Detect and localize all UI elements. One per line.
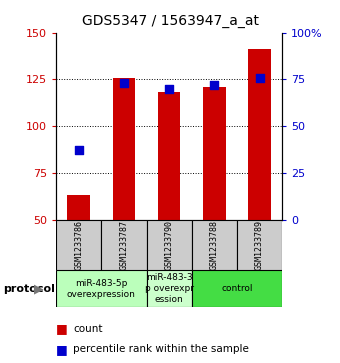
Text: GSM1233789: GSM1233789	[255, 220, 264, 270]
Bar	[237, 220, 282, 270]
Bar	[56, 220, 101, 270]
Text: ■: ■	[56, 322, 68, 335]
Point	[121, 80, 127, 86]
Text: miR-483-3
p overexpr
ession: miR-483-3 p overexpr ession	[144, 273, 194, 304]
Text: count: count	[73, 323, 103, 334]
Point	[257, 75, 262, 81]
Bar	[147, 220, 192, 270]
Text: ■: ■	[56, 343, 68, 356]
Text: miR-483-5p
overexpression: miR-483-5p overexpression	[67, 278, 136, 299]
Point	[211, 82, 217, 88]
Text: GDS5347 / 1563947_a_at: GDS5347 / 1563947_a_at	[82, 14, 258, 28]
Text: ▶: ▶	[34, 282, 44, 295]
Text: GSM1233788: GSM1233788	[210, 220, 219, 270]
Bar	[192, 270, 282, 307]
Bar	[56, 270, 147, 307]
Bar	[67, 195, 90, 220]
Bar	[101, 220, 147, 270]
Text: GSM1233787: GSM1233787	[119, 220, 129, 270]
Text: GSM1233790: GSM1233790	[165, 220, 174, 270]
Bar	[203, 87, 226, 220]
Text: GSM1233786: GSM1233786	[74, 220, 83, 270]
Bar	[147, 270, 192, 307]
Bar	[113, 78, 135, 220]
Point	[76, 147, 82, 153]
Text: percentile rank within the sample: percentile rank within the sample	[73, 344, 249, 354]
Text: protocol: protocol	[3, 284, 55, 294]
Point	[167, 86, 172, 92]
Bar	[248, 49, 271, 220]
Bar	[192, 220, 237, 270]
Bar	[158, 93, 181, 220]
Text: control: control	[221, 284, 253, 293]
